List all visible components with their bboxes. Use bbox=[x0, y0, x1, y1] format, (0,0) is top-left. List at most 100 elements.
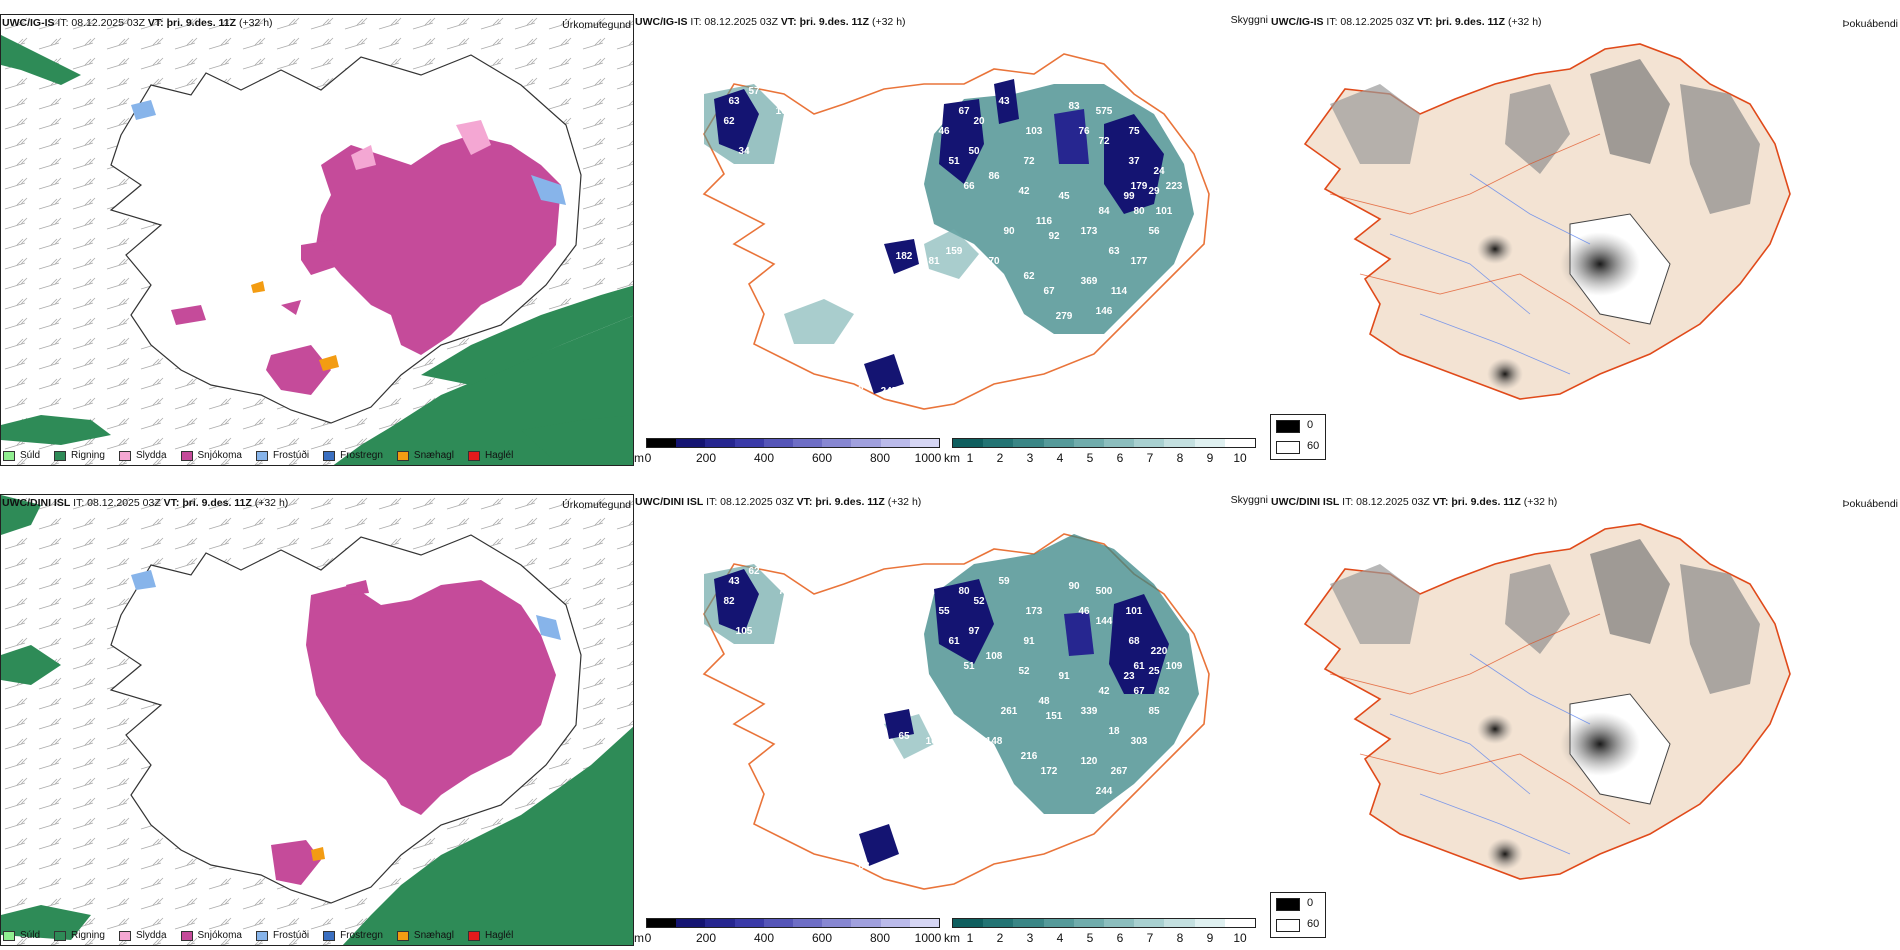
colorbar-strip bbox=[646, 438, 940, 448]
legend-swatch bbox=[255, 930, 268, 941]
cloud-base-label: 42 bbox=[1018, 186, 1030, 197]
cloud-base-label: 46 bbox=[938, 126, 950, 137]
colorbar-tick: 9 bbox=[1206, 931, 1214, 945]
colorbar-tick: 200 bbox=[695, 931, 717, 945]
cloud-base-label: 52 bbox=[1018, 666, 1030, 677]
legend-item-sudd: Súld bbox=[3, 930, 40, 941]
cloud-base-label: 76 bbox=[1078, 126, 1090, 137]
cloud-base-label: 17 bbox=[793, 126, 805, 137]
cloud-base-label: 59 bbox=[998, 576, 1010, 587]
cloud-base-label: 62 bbox=[1023, 271, 1035, 282]
clouds-title-2: Skyggni bbox=[1230, 494, 1268, 506]
cloud-base-label: 20 bbox=[973, 116, 985, 127]
cloud-base-label: 43 bbox=[728, 576, 740, 587]
colorbar-segment bbox=[1013, 919, 1044, 927]
legend-label: Frostregn bbox=[340, 450, 383, 461]
precip-map-1 bbox=[1, 15, 633, 465]
fog-legend-label: 60 bbox=[1307, 918, 1320, 930]
valid-time: þri. 9.des. 11Z bbox=[799, 16, 870, 28]
fog-panel-2: UWC/DINI ISL IT: 08.12.2025 03Z VT: þri.… bbox=[1270, 494, 1900, 946]
cloud-base-label: 70 bbox=[988, 256, 1000, 267]
cloud-base-label: 173 bbox=[1081, 226, 1098, 237]
legend-item-slydda: Slydda bbox=[118, 930, 167, 941]
legend-label: Snæhagl bbox=[413, 450, 454, 461]
colorbar-tick: 5 bbox=[1086, 931, 1094, 945]
legend-item-snjokoma: Snjókoma bbox=[180, 930, 242, 941]
precip-header-1: UWC/IG-IS IT: 08.12.2025 03Z VT: þri. 9.… bbox=[2, 17, 273, 29]
legend-swatch bbox=[3, 930, 15, 941]
cloud-base-label: 267 bbox=[1111, 766, 1128, 777]
cloud-base-label: 103 bbox=[1026, 126, 1043, 137]
cloud-base-label: 90 bbox=[1068, 581, 1080, 592]
legend-label: Snæhagl bbox=[413, 930, 454, 941]
legend-swatch bbox=[54, 930, 67, 941]
colorbar-segment bbox=[1164, 439, 1195, 447]
clouds-header-1: UWC/IG-IS IT: 08.12.2025 03Z VT: þri. 9.… bbox=[635, 16, 906, 28]
legend-item-frostregn: Frostregn bbox=[323, 450, 383, 461]
colorbar-tick: 8 bbox=[1176, 931, 1184, 945]
legend-swatch bbox=[396, 450, 409, 461]
cloud-base-label: 216 bbox=[1021, 751, 1038, 762]
legend-swatch bbox=[467, 450, 480, 461]
init-time: IT: 08.12.2025 03Z bbox=[57, 17, 145, 29]
cloud-base-label: 68 bbox=[1128, 636, 1140, 647]
clouds-header-2: UWC/DINI ISL IT: 08.12.2025 03Z VT: þri.… bbox=[635, 496, 921, 508]
fog-legend-label: 0 bbox=[1307, 419, 1314, 431]
visibility-colorbar-1: km 1 2 3 4 5 6 7 8 9 10 bbox=[944, 438, 1260, 465]
cloud-base-label: 24 bbox=[1153, 166, 1165, 177]
legend-item-sudd: Súld bbox=[3, 450, 40, 461]
cloud-base-label: 90 bbox=[793, 606, 805, 617]
legend-swatch bbox=[255, 450, 268, 461]
colorbar-tick: 6 bbox=[1116, 931, 1124, 945]
colorbar-tick: 400 bbox=[753, 931, 775, 945]
precip-header-2: UWC/DINI ISL IT: 08.12.2025 03Z VT: þri.… bbox=[2, 497, 288, 509]
init-time: IT: 08.12.2025 03Z bbox=[1326, 16, 1414, 28]
cloud-base-label: 80 bbox=[958, 586, 970, 597]
colorbar-tick: 8 bbox=[1176, 451, 1184, 465]
cloud-base-label: 114 bbox=[1111, 286, 1128, 297]
cloud-base-label: 43 bbox=[998, 96, 1010, 107]
cloud-base-label: 75 bbox=[1128, 126, 1140, 137]
fog-map-2 bbox=[1303, 523, 1791, 880]
model-name: UWC/DINI ISL bbox=[1271, 496, 1340, 508]
legend-label: Haglél bbox=[484, 450, 514, 461]
cloud-base-label: 105 bbox=[736, 626, 753, 637]
colorbar-segment bbox=[822, 439, 852, 447]
colorbar-segment bbox=[1194, 439, 1225, 447]
colorbar-segment bbox=[1194, 919, 1225, 927]
clouds-title-1: Skyggni bbox=[1230, 14, 1268, 26]
cloud-base-label: 65 bbox=[898, 731, 910, 742]
cloud-base-label: 108 bbox=[986, 651, 1003, 662]
cloud-base-label: 105 bbox=[776, 106, 793, 117]
cloud-base-label: 575 bbox=[1096, 106, 1113, 117]
cloud-base-label: 48 bbox=[1038, 696, 1050, 707]
model-name: UWC/IG-IS bbox=[2, 17, 55, 29]
legend-item-haglel: Haglél bbox=[467, 930, 513, 941]
legend-label: Frostúði bbox=[272, 450, 310, 461]
cloud-base-label: 55 bbox=[883, 866, 895, 877]
colorbar-segment bbox=[705, 919, 735, 927]
cloud-base-label: 82 bbox=[723, 596, 735, 607]
precip-panel-1: UWC/IG-IS IT: 08.12.2025 03Z VT: þri. 9.… bbox=[0, 14, 634, 466]
cloud-base-label: 85 bbox=[1148, 706, 1160, 717]
legend-swatch bbox=[180, 450, 193, 461]
cloud-base-label: 29 bbox=[1148, 186, 1160, 197]
cloud-base-label: 101 bbox=[1126, 606, 1143, 617]
colorbar-segment bbox=[763, 439, 794, 447]
fog-header-1: UWC/IG-IS IT: 08.12.2025 03Z VT: þri. 9.… bbox=[1271, 16, 1542, 28]
cloud-base-label: 84 bbox=[1098, 206, 1110, 217]
cloud-base-label: 50 bbox=[968, 146, 980, 157]
cloud-base-label: 172 bbox=[1041, 766, 1058, 777]
precip-map-2 bbox=[1, 495, 633, 945]
cloud-base-label: 81 bbox=[1068, 816, 1080, 827]
colorbar-segment bbox=[983, 439, 1014, 447]
colorbar-segment bbox=[1104, 439, 1135, 447]
cloud-base-label: 161 bbox=[926, 736, 943, 747]
colorbar-segment bbox=[909, 439, 940, 447]
colorbar-segment bbox=[1224, 439, 1256, 447]
init-time: IT: 08.12.2025 03Z bbox=[690, 16, 778, 28]
colorbar-segment bbox=[676, 919, 706, 927]
colorbar-tick: 7 bbox=[1146, 451, 1154, 465]
clouds-labels-2: 4362827890105805552596197915110890465001… bbox=[723, 566, 1182, 877]
legend-item-frostudi: Frostúði bbox=[255, 930, 309, 941]
